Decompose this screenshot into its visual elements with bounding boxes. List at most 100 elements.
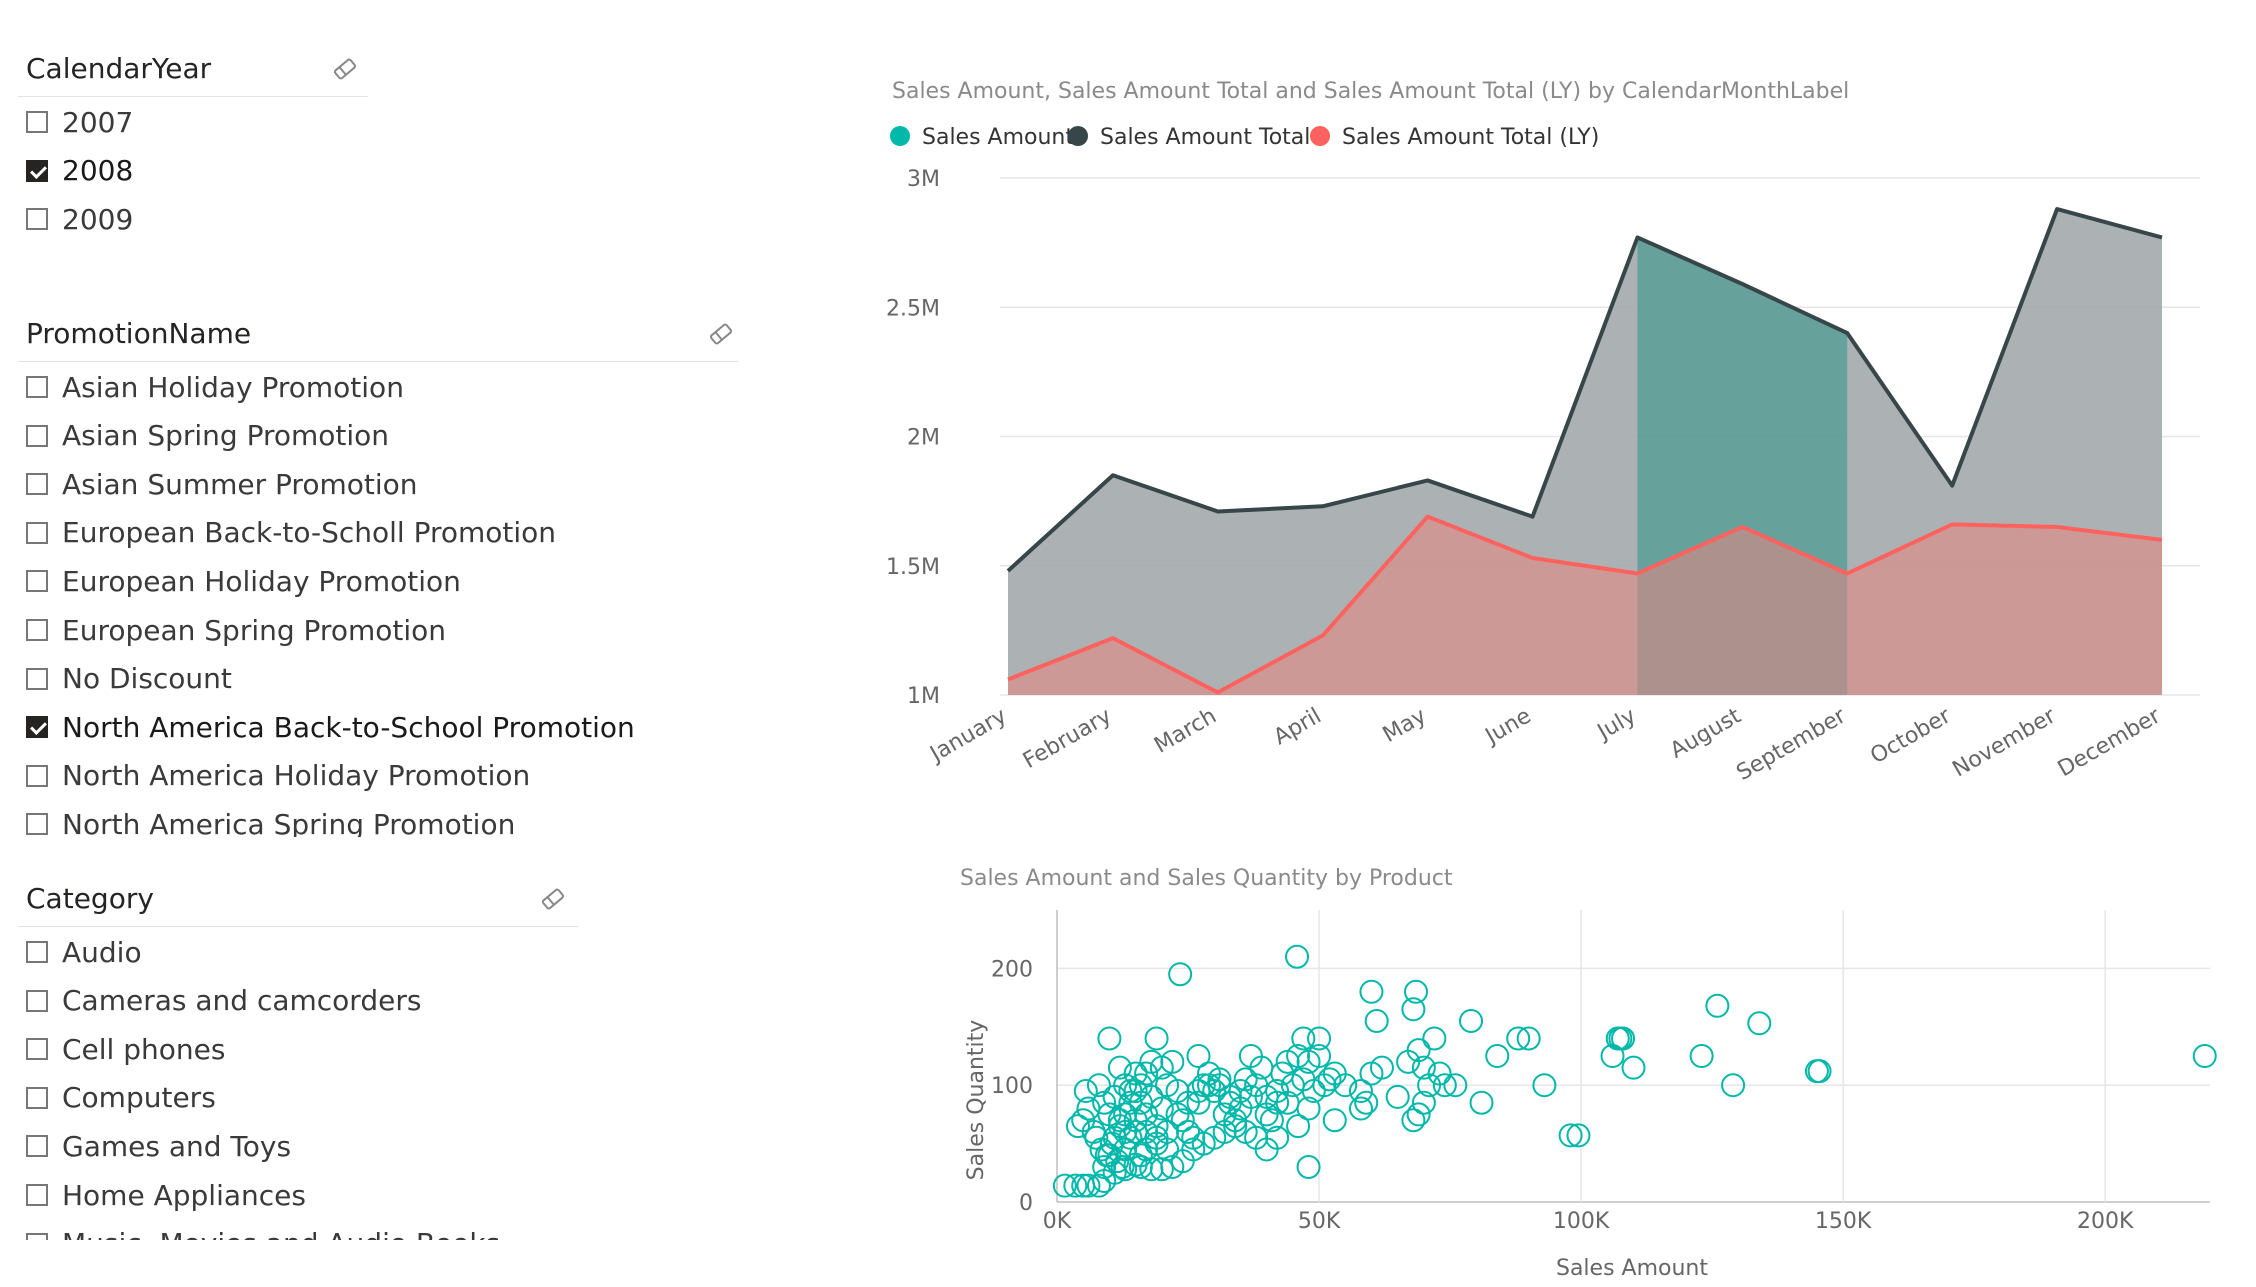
checkbox-icon[interactable] [26, 570, 48, 593]
scatter-point[interactable] [1128, 1073, 1153, 1098]
scatter-point[interactable] [1401, 997, 1426, 1022]
scatter-point[interactable] [1621, 1055, 1646, 1080]
scatter-point[interactable] [1063, 1173, 1088, 1198]
slicer-item[interactable]: Asian Summer Promotion [26, 464, 418, 504]
scatter-point[interactable] [2192, 1044, 2217, 1068]
checkbox-icon[interactable] [26, 424, 48, 447]
slicer-item[interactable]: North America Holiday Promotion [26, 756, 530, 796]
checkbox-icon[interactable] [26, 764, 48, 787]
slicer-item[interactable]: Home Appliances [26, 1175, 306, 1215]
slicer-item[interactable]: Cameras and camcorders [26, 981, 421, 1021]
scatter-point[interactable] [1123, 1079, 1148, 1104]
scatter-point[interactable] [1611, 1026, 1636, 1051]
scatter-point[interactable] [1086, 1073, 1111, 1098]
scatter-point[interactable] [1084, 1125, 1109, 1150]
scatter-point[interactable] [1286, 1114, 1311, 1139]
scatter-point[interactable] [1107, 1108, 1132, 1133]
scatter-point[interactable] [1721, 1073, 1746, 1098]
checkbox-icon[interactable] [26, 521, 48, 544]
scatter-point[interactable] [1427, 1061, 1452, 1086]
slicer-item[interactable]: European Holiday Promotion [26, 561, 461, 601]
eraser-icon[interactable] [538, 884, 568, 914]
scatter-point[interactable] [1105, 1149, 1130, 1174]
checkbox-icon[interactable] [26, 1184, 48, 1206]
scatter-point[interactable] [1459, 1008, 1484, 1033]
scatter-point[interactable] [1322, 1108, 1347, 1133]
checkbox-icon[interactable] [26, 667, 48, 690]
scatter-point[interactable] [1406, 1102, 1431, 1127]
scatter-point[interactable] [1223, 1108, 1248, 1133]
slicer-item[interactable]: Games and Toys [26, 1126, 291, 1166]
scatter-point[interactable] [1265, 1125, 1290, 1150]
legend-item[interactable]: Sales Amount Total [1068, 125, 1310, 150]
scatter-point[interactable] [1385, 1084, 1410, 1109]
scatter-point[interactable] [1186, 1044, 1211, 1068]
legend-item[interactable]: Sales Amount [890, 125, 1074, 150]
scatter-point[interactable] [1170, 1108, 1195, 1133]
checkbox-icon[interactable] [26, 1232, 48, 1240]
checkbox-icon[interactable] [26, 111, 48, 133]
scatter-point[interactable] [1333, 1073, 1358, 1098]
scatter-point[interactable] [1364, 1008, 1389, 1033]
scatter-point[interactable] [1113, 1102, 1138, 1127]
scatter-point[interactable] [1747, 1011, 1772, 1036]
scatter-point[interactable] [1348, 1096, 1373, 1121]
legend-item[interactable]: Sales Amount Total (LY) [1310, 125, 1599, 150]
scatter-point[interactable] [1422, 1026, 1447, 1051]
scatter-point[interactable] [1118, 1090, 1143, 1115]
scatter-point[interactable] [1485, 1044, 1510, 1068]
checkbox-icon[interactable] [26, 208, 48, 231]
slicer-item[interactable]: 2009 [26, 199, 133, 239]
scatter-point[interactable] [1807, 1059, 1832, 1084]
scatter-point[interactable] [1296, 1049, 1321, 1074]
scatter-point[interactable] [1296, 1154, 1321, 1179]
slicer-item[interactable]: No Discount [26, 659, 232, 699]
scatter-point[interactable] [1516, 1026, 1541, 1051]
scatter-point[interactable] [1532, 1073, 1557, 1098]
scatter-point[interactable] [1600, 1044, 1625, 1068]
slicer-item[interactable]: Music, Movies and Audio Books [26, 1224, 500, 1240]
slicer-item[interactable]: European Back-to-Scholl Promotion [26, 513, 556, 553]
checkbox-icon[interactable] [26, 989, 48, 1012]
scatter-point[interactable] [1065, 1114, 1090, 1139]
checkbox-icon[interactable] [26, 376, 48, 398]
slicer-item[interactable]: North America Spring Promotion [26, 804, 515, 837]
scatter-point[interactable] [1149, 1096, 1174, 1121]
scatter-point[interactable] [1254, 1102, 1279, 1127]
scatter-point[interactable] [1354, 1090, 1379, 1115]
scatter-point[interactable] [1401, 1108, 1426, 1133]
checkbox-icon[interactable] [26, 941, 48, 963]
checkbox-checked-icon[interactable] [26, 716, 48, 739]
scatter-point[interactable] [1317, 1067, 1342, 1092]
scatter-point[interactable] [1285, 944, 1310, 969]
checkbox-icon[interactable] [26, 813, 48, 836]
scatter-point[interactable] [1097, 1143, 1122, 1168]
scatter-point[interactable] [1160, 1049, 1185, 1074]
scatter-point[interactable] [1259, 1108, 1284, 1133]
scatter-point[interactable] [1102, 1125, 1127, 1150]
checkbox-icon[interactable] [26, 1038, 48, 1061]
slicer-item[interactable]: European Spring Promotion [26, 610, 446, 650]
eraser-icon[interactable] [706, 319, 736, 349]
scatter-point[interactable] [1307, 1026, 1332, 1051]
slicer-item[interactable]: North America Back-to-School Promotion [26, 707, 635, 747]
scatter-point[interactable] [1348, 1079, 1373, 1104]
scatter-point[interactable] [1359, 979, 1384, 1004]
slicer-item[interactable]: Cell phones [26, 1029, 225, 1069]
scatter-point[interactable] [1052, 1173, 1077, 1198]
scatter-point[interactable] [1202, 1079, 1227, 1104]
scatter-point[interactable] [1123, 1061, 1148, 1086]
scatter-point[interactable] [1086, 1173, 1111, 1198]
scatter-point[interactable] [1469, 1090, 1494, 1115]
scatter-point[interactable] [1144, 1125, 1169, 1150]
scatter-point[interactable] [1076, 1173, 1101, 1198]
slicer-item[interactable]: Computers [26, 1078, 216, 1118]
scatter-point[interactable] [1134, 1061, 1159, 1086]
scatter-point[interactable] [1207, 1067, 1232, 1092]
checkbox-icon[interactable] [26, 1086, 48, 1109]
slicer-item[interactable]: 2008 [26, 151, 133, 191]
scatter-point[interactable] [1566, 1123, 1591, 1148]
slicer-item[interactable]: Asian Holiday Promotion [26, 367, 404, 407]
scatter-point[interactable] [1506, 1026, 1531, 1051]
scatter-point[interactable] [1406, 1038, 1431, 1063]
